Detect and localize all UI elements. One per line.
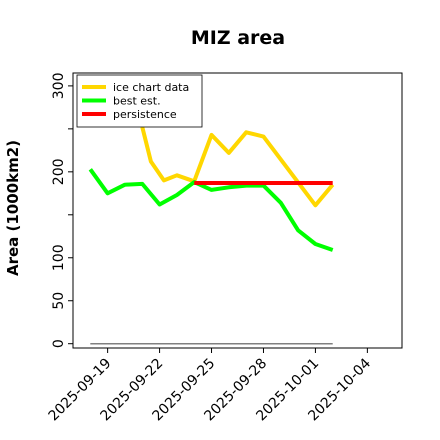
y-axis-label: Area (1000km2) [4, 140, 22, 276]
y-tick-label: 200 [51, 158, 67, 185]
y-tick-label: 50 [51, 292, 67, 310]
series-layer [88, 126, 335, 345]
legend-label: persistence [113, 108, 177, 121]
series-line-ice-chart-data [140, 126, 335, 208]
legend-label: best est. [113, 95, 161, 108]
y-tick-label: 0 [51, 339, 67, 348]
y-tick-label: 100 [51, 244, 67, 271]
legend-label: ice chart data [113, 81, 189, 94]
series-line-best-est- [88, 168, 334, 252]
y-tick-label: 300 [51, 73, 67, 100]
chart-title: MIZ area [191, 27, 285, 49]
